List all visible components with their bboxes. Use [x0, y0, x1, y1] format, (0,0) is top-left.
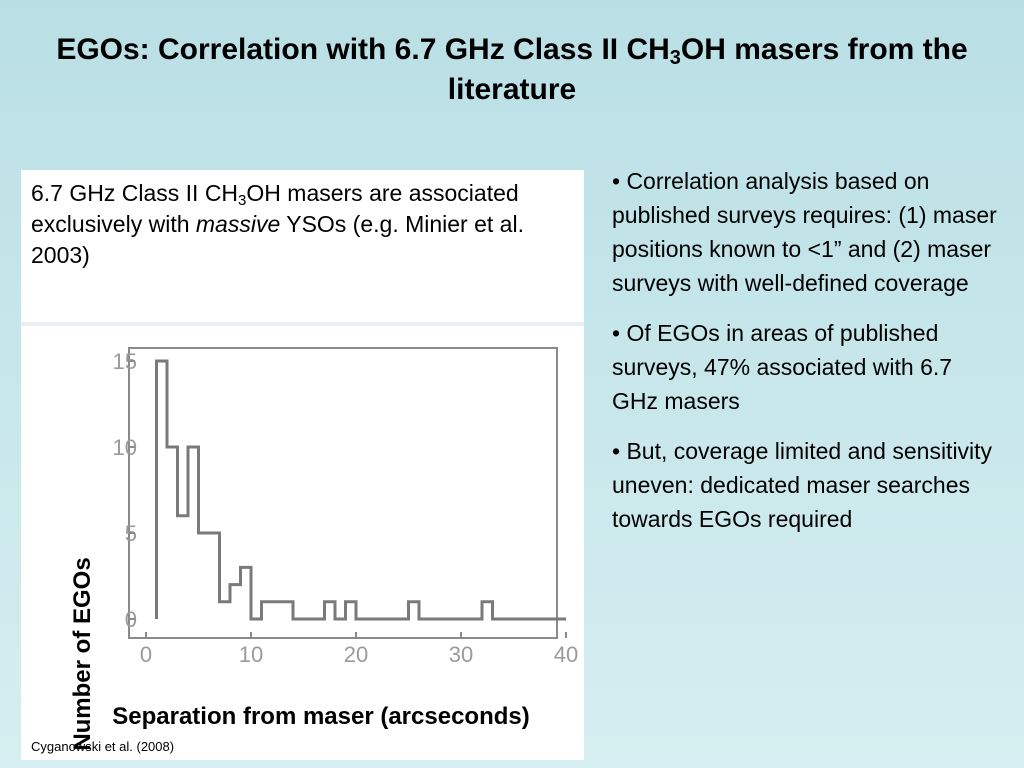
figure-credit: Cyganowski et al. (2008): [31, 739, 175, 754]
title-subscript: 3: [669, 47, 681, 69]
bullet-item: • But, coverage limited and sensitivity …: [612, 438, 993, 532]
intro-text: 6.7 GHz Class II CH3OH masers are associ…: [31, 178, 576, 271]
title-part1: EGOs: Correlation with 6.7 GHz Class II …: [56, 33, 670, 66]
intro-line-b: OH masers are associated exclusively wit…: [31, 180, 519, 237]
intro-subscript: 3: [238, 192, 247, 209]
x-tick-label: 20: [344, 642, 368, 667]
x-tick-label: 30: [449, 642, 473, 667]
x-tick-label: 40: [554, 642, 578, 667]
bullet-item: • Correlation analysis based on publishe…: [612, 168, 997, 296]
intro-emphasis: massive: [195, 211, 281, 237]
slide-title: EGOs: Correlation with 6.7 GHz Class II …: [0, 30, 1024, 110]
x-axis-ticks: 0 10 20 30 40: [140, 632, 578, 667]
intro-line-a: 6.7 GHz Class II CH: [31, 180, 239, 206]
x-axis-label: Separation from maser (arcseconds): [112, 703, 530, 730]
bullet-list: • Correlation analysis based on publishe…: [612, 164, 997, 552]
figure-panel: 6.7 GHz Class II CH3OH masers are associ…: [21, 170, 584, 760]
histogram-step-line: [155, 359, 566, 621]
panel-divider: [21, 322, 584, 326]
intro-line-c: YSOs (e.g. Minier et al. 2003): [31, 211, 524, 268]
x-tick-label: 10: [239, 642, 263, 667]
plot-frame: [128, 347, 558, 639]
title-part2: OH masers from the literature: [447, 33, 968, 106]
x-tick-label: 0: [140, 642, 152, 667]
bullet-item: • Of EGOs in areas of published surveys,…: [612, 320, 953, 414]
